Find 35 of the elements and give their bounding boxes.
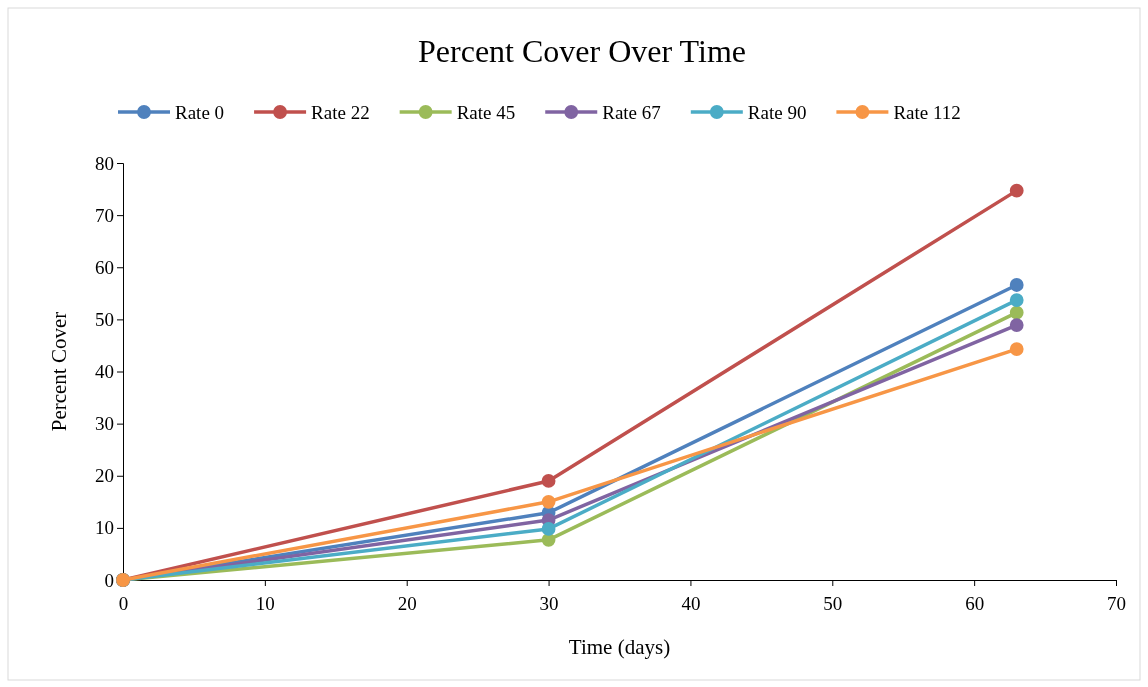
- point: [1009, 342, 1024, 356]
- y-tick-label: 60: [95, 256, 114, 278]
- x-tick-label: 20: [397, 592, 417, 614]
- y-tick-label: 20: [95, 465, 114, 487]
- point: [1009, 293, 1024, 307]
- legend-label: Rate 90: [747, 102, 807, 123]
- legend-label: Rate 22: [311, 102, 370, 123]
- x-tick-label: 10: [255, 592, 275, 614]
- point: [1009, 278, 1024, 292]
- point: [541, 494, 556, 509]
- legend-label: Rate 45: [456, 102, 516, 123]
- x-tick-label: 70: [1107, 592, 1126, 614]
- x-tick-label: 50: [823, 592, 843, 614]
- y-tick-label: 10: [95, 517, 114, 539]
- point: [1009, 183, 1024, 198]
- x-tick-label: 30: [539, 592, 559, 614]
- y-axis-title: Percent Cover: [47, 311, 71, 432]
- x-tick-label: 0: [118, 592, 129, 614]
- y-tick-label: 80: [95, 152, 114, 174]
- y-tick-label: 0: [104, 569, 114, 591]
- legend-label: Rate 0: [175, 102, 225, 123]
- point: [1009, 305, 1024, 320]
- y-tick-label: 50: [95, 308, 114, 330]
- point: [1009, 318, 1024, 333]
- x-tick-label: 40: [681, 592, 701, 614]
- point: [541, 522, 556, 536]
- point: [541, 474, 556, 488]
- legend-label: Rate 67: [602, 102, 661, 123]
- x-tick-label: 60: [965, 592, 985, 614]
- legend-label: Rate 112: [893, 102, 961, 123]
- chart-title: Percent Cover Over Time: [418, 33, 746, 69]
- y-tick-label: 30: [95, 413, 114, 435]
- x-axis-title: Time (days): [568, 635, 671, 659]
- y-tick-label: 70: [95, 204, 114, 226]
- y-tick-label: 40: [95, 361, 114, 383]
